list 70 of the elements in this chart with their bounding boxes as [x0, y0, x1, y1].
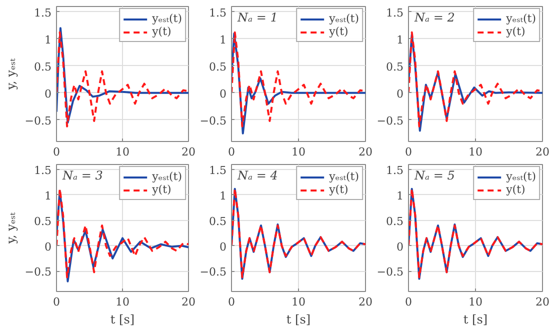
legend-label: y(t) [152, 25, 172, 38]
x-tick-label: 20 [358, 296, 372, 308]
legend-label: yₑₛₜ(t) [329, 170, 359, 183]
y-tick-label: 1.5 [209, 164, 227, 178]
y-tick-label: 1.5 [209, 6, 227, 20]
chart-title: Nₐ = 2 [414, 10, 455, 24]
x-tick-label: 20 [536, 296, 550, 308]
y-tick-label: 0 [220, 240, 226, 254]
y-axis-title: y, yₑₛₜ [4, 58, 18, 91]
legend-label: y(t) [506, 25, 526, 38]
chart-title: Nₐ = 5 [414, 168, 455, 182]
chart-title: Nₐ = 4 [236, 168, 278, 182]
y-tick-label: −0.5 [200, 266, 227, 279]
x-tick-label: 20 [536, 146, 550, 158]
legend-label: y(t) [329, 183, 350, 196]
y-tick-label: 1.5 [34, 164, 52, 178]
y-tick-label: 1 [44, 33, 52, 46]
y-tick-label: 1 [396, 33, 404, 46]
x-tick-label: 0 [405, 146, 412, 158]
x-tick-label: 10 [116, 146, 130, 158]
legend-label: y(t) [329, 25, 350, 38]
y-tick-label: 1 [44, 189, 52, 202]
chart-title: Nₐ = 1 [236, 10, 278, 24]
x-tick-label: 10 [292, 296, 306, 308]
legend-label: yₑₛₜ(t) [152, 12, 182, 25]
x-tick-label: 20 [182, 296, 196, 308]
y-tick-label: 0 [44, 240, 52, 254]
x-tick-label: 10 [292, 146, 306, 158]
x-axis-title: t [s] [286, 312, 311, 326]
y-axis-title: y, yₑₛₜ [4, 212, 18, 245]
x-axis-title: t [s] [110, 312, 135, 326]
y-tick-label: 0.5 [209, 214, 227, 228]
y-tick-label: −0.5 [24, 114, 52, 128]
y-tick-label: 0 [220, 87, 226, 100]
y-tick-label: 0.5 [386, 214, 404, 228]
y-tick-label: −0.5 [200, 114, 227, 128]
legend-label: yₑₛₜ(t) [152, 170, 182, 183]
legend-label: yₑₛₜ(t) [506, 12, 536, 25]
x-tick-label: 0 [53, 296, 60, 308]
x-tick-label: 0 [228, 146, 235, 158]
y-tick-label: 0.5 [209, 60, 227, 74]
y-tick-label: 0 [396, 87, 404, 100]
legend-label: yₑₛₜ(t) [329, 12, 359, 25]
y-tick-label: 0.5 [34, 214, 52, 228]
legend-label: yₑₛₜ(t) [506, 170, 536, 183]
y-tick-label: 0.5 [386, 60, 404, 74]
y-tick-label: 1 [220, 33, 226, 46]
x-tick-label: 20 [182, 146, 196, 158]
legend-label: y(t) [506, 183, 526, 196]
y-tick-label: −0.5 [24, 266, 52, 279]
y-tick-label: 0 [44, 87, 52, 100]
y-tick-label: −0.5 [376, 266, 404, 279]
x-tick-label: 10 [468, 296, 482, 308]
y-tick-label: −0.5 [376, 114, 404, 128]
y-tick-label: 1 [396, 189, 404, 202]
x-tick-label: 20 [358, 146, 372, 158]
y-tick-label: 1.5 [34, 6, 52, 20]
x-axis-title: t [s] [463, 312, 488, 326]
x-tick-label: 0 [405, 296, 412, 308]
y-tick-label: 1 [220, 189, 226, 202]
x-tick-label: 0 [228, 296, 235, 308]
y-tick-label: 1.5 [386, 6, 404, 20]
y-tick-label: 0 [396, 240, 404, 254]
legend-label: y(t) [152, 183, 172, 196]
chart-title: Nₐ = 3 [62, 168, 104, 182]
x-tick-label: 10 [468, 146, 482, 158]
x-tick-label: 0 [53, 146, 60, 158]
y-tick-label: 1.5 [386, 164, 404, 178]
y-tick-label: 0.5 [34, 60, 52, 74]
x-tick-label: 10 [116, 296, 130, 308]
